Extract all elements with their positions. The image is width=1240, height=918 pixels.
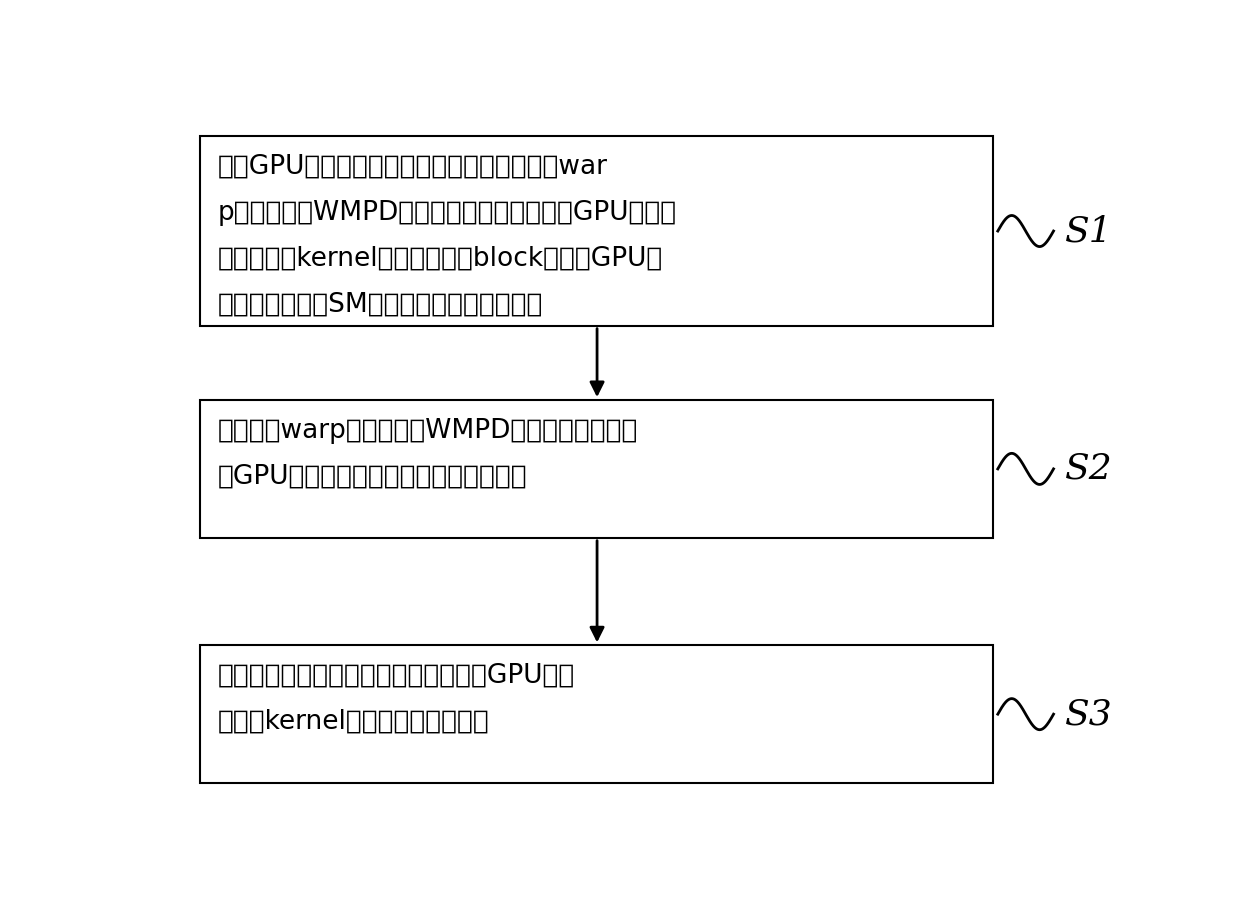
Bar (200, 645, 993, 783)
Bar (200, 136, 993, 326)
Text: 根据所述分配时间和执行时间构建基于GPU编程: 根据所述分配时间和执行时间构建基于GPU编程 (217, 663, 574, 688)
Text: 在GPU上的实际执行时间，记为执行时间: 在GPU上的实际执行时间，记为执行时间 (217, 464, 527, 489)
Text: 构中流多处理器SM上的时间，记为分配时间: 构中流多处理器SM上的时间，记为分配时间 (217, 292, 543, 318)
Text: 根据GPU的硬件结构和待移植的并行程序构造war: 根据GPU的硬件结构和待移植的并行程序构造war (217, 154, 608, 180)
Text: p访存并行度WMPD，并计算所述并行程序在GPU上并行: p访存并行度WMPD，并计算所述并行程序在GPU上并行 (217, 200, 677, 226)
Text: 根据所述warp访存并行度WMPD计算所述并行程序: 根据所述warp访存并行度WMPD计算所述并行程序 (217, 418, 637, 443)
Text: 运行之前，kernel函数中的线程block分配到GPU架: 运行之前，kernel函数中的线程block分配到GPU架 (217, 246, 662, 272)
Text: S3: S3 (1065, 697, 1112, 731)
Bar (200, 400, 993, 538)
Text: S1: S1 (1065, 214, 1112, 248)
Text: S2: S2 (1065, 452, 1112, 486)
Text: 模型中kernel函数的时间开销模型: 模型中kernel函数的时间开销模型 (217, 709, 490, 735)
